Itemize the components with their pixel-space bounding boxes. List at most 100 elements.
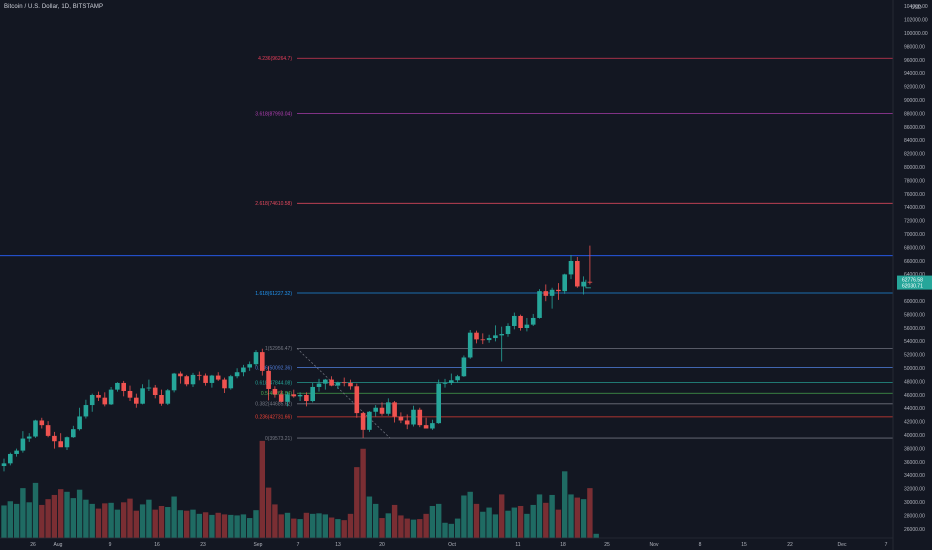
- candle-body: [241, 367, 246, 373]
- volume-bar: [549, 494, 555, 538]
- fib-level-label: 0.382(44685.62): [255, 402, 292, 408]
- candle: [568, 254, 574, 280]
- price-tick-label: 92000.00: [904, 85, 925, 91]
- price-tick-label: 36000.00: [904, 460, 925, 466]
- candle-body: [1, 463, 7, 467]
- candle-body: [329, 379, 334, 386]
- candle-body: [480, 339, 486, 341]
- price-tick-label: 64000.00: [904, 272, 925, 278]
- candle-body: [140, 388, 145, 404]
- candle-body: [530, 317, 536, 325]
- candle: [52, 431, 57, 449]
- volume-bar: [379, 518, 385, 538]
- candle: [518, 314, 523, 331]
- candle-body: [568, 261, 574, 275]
- candle: [442, 378, 448, 388]
- candle-body: [159, 395, 164, 404]
- time-tick-label: 9: [109, 542, 112, 548]
- candle-body: [493, 335, 498, 339]
- volume-bar: [171, 496, 177, 538]
- price-tick-label: 54000.00: [904, 339, 925, 345]
- candle-body: [575, 261, 580, 287]
- candle: [190, 372, 196, 387]
- price-tick-label: 56000.00: [904, 326, 925, 332]
- volume-bar: [127, 498, 133, 539]
- candle: [14, 448, 19, 457]
- price-tick-label: 82000.00: [904, 152, 925, 158]
- volume-bar: [574, 497, 580, 538]
- candle: [127, 385, 133, 402]
- volume-bar: [253, 510, 259, 539]
- candle: [165, 388, 171, 406]
- price-tick-label: 38000.00: [904, 446, 925, 452]
- price-tick-label: 34000.00: [904, 473, 925, 479]
- candle: [461, 355, 467, 377]
- volume-bar: [7, 501, 13, 538]
- candle: [480, 333, 486, 345]
- candle-body: [26, 436, 32, 439]
- time-tick-label: 7: [885, 542, 888, 548]
- volume-bar: [436, 503, 442, 539]
- candle: [581, 276, 586, 295]
- candle-body: [341, 382, 347, 384]
- candle-body: [115, 382, 120, 390]
- candle: [486, 334, 492, 343]
- fib-level-label: 0(39573.21): [265, 436, 292, 442]
- candle: [140, 384, 145, 405]
- candle-body: [587, 281, 593, 283]
- candlestick-series: [1, 245, 593, 472]
- candle-body: [505, 325, 511, 335]
- volume-bar: [568, 494, 574, 538]
- candle-body: [417, 409, 423, 426]
- volume-bar: [95, 508, 102, 538]
- volume-bar: [1, 505, 7, 538]
- candle-body: [253, 352, 259, 365]
- candle-body: [423, 425, 429, 429]
- candle: [89, 393, 95, 412]
- candle: [423, 417, 429, 429]
- fib-level-label: 4.236(96264.7): [258, 56, 292, 62]
- volume-bar: [335, 519, 341, 538]
- volume-bar: [322, 514, 328, 539]
- candle-body: [203, 375, 208, 383]
- candle: [404, 414, 410, 430]
- candle-body: [316, 383, 322, 387]
- candle-body: [467, 332, 473, 358]
- candle-body: [430, 423, 435, 429]
- price-tick-label: 98000.00: [904, 44, 925, 50]
- candle-body: [184, 376, 189, 385]
- candle-body: [14, 450, 19, 454]
- candle-body: [291, 394, 297, 397]
- candle-body: [392, 402, 397, 417]
- fib-level-label: 1(52956.47): [265, 346, 292, 352]
- candle-body: [360, 413, 366, 430]
- price-tick-label: 58000.00: [904, 312, 925, 318]
- candle-body: [512, 315, 517, 326]
- candle-body: [556, 289, 561, 292]
- candle-body: [121, 382, 126, 391]
- volume-bar: [467, 491, 473, 538]
- candle: [329, 376, 334, 387]
- candle-body: [108, 389, 114, 405]
- time-axis: 26 Aug 9 16 23 Sep 7 13 20 Oct 11 18 25 Nov 8 15 22 Dec 7: [0, 537, 893, 548]
- candle-body: [367, 411, 372, 430]
- volume-bar: [297, 519, 303, 538]
- candle-body: [197, 374, 202, 376]
- volume-bar: [108, 502, 114, 538]
- volume-bar: [316, 513, 322, 538]
- candle: [159, 389, 164, 406]
- volume-bar: [284, 512, 291, 538]
- volume-bar: [423, 513, 429, 538]
- volume-bar: [442, 522, 448, 538]
- candle-body: [436, 383, 441, 424]
- candle: [373, 405, 378, 417]
- candle: [474, 330, 479, 344]
- volume-bar: [114, 509, 121, 538]
- volume-bar: [517, 505, 524, 538]
- volume-bar: [278, 514, 284, 539]
- time-tick-label: Oct: [448, 542, 456, 548]
- candle: [467, 330, 473, 359]
- price-tick-label: 42000.00: [904, 420, 925, 426]
